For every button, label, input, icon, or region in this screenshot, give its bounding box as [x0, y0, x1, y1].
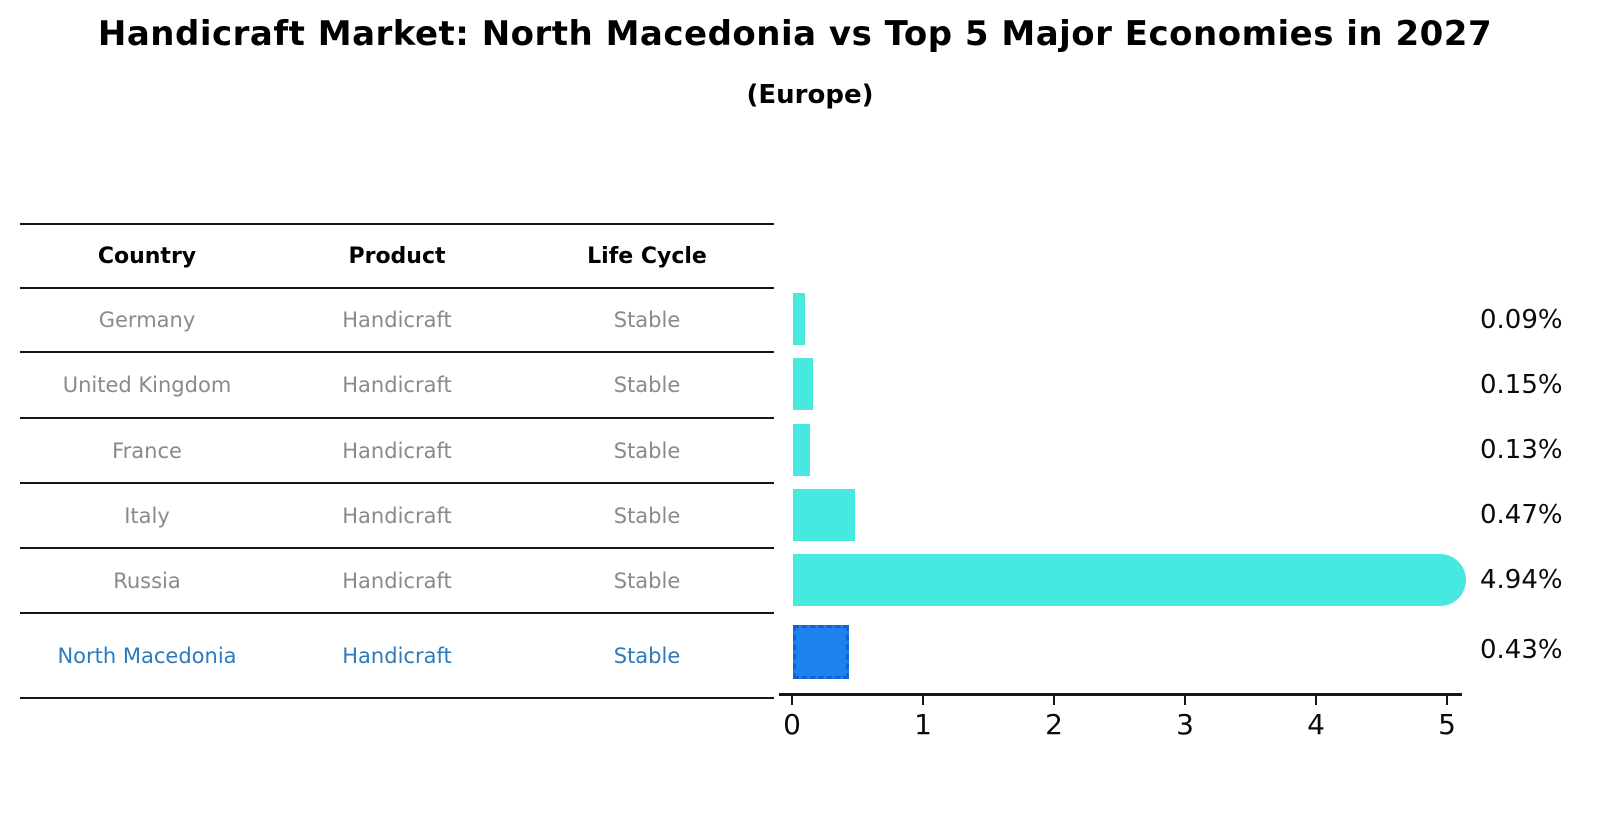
cell-country: Italy	[124, 503, 170, 528]
cell-life-cycle: Stable	[613, 568, 681, 593]
column-header-country: Country	[97, 243, 197, 269]
x-axis-tick	[1315, 696, 1317, 705]
column-header-product: Product	[348, 243, 446, 269]
column-header-life-cycle: Life Cycle	[587, 243, 707, 269]
cell-product: Handicraft	[342, 438, 452, 463]
table-row-germany: Germany Handicraft Stable	[20, 289, 774, 353]
cell-product: Handicraft	[342, 568, 452, 593]
table-row-italy: Italy Handicraft Stable	[20, 484, 774, 549]
x-axis-tick-label: 5	[1438, 708, 1456, 741]
cell-country: North Macedonia	[57, 643, 237, 668]
x-axis-tick-label: 0	[783, 708, 801, 741]
bar-value-label: 0.13%	[1480, 435, 1563, 465]
cell-life-cycle: Stable	[613, 643, 681, 668]
table-row-north-macedonia: North Macedonia Handicraft Stable	[20, 614, 774, 699]
bar-russia	[793, 554, 1466, 606]
x-axis-tick-label: 1	[914, 708, 932, 741]
table-row-france: France Handicraft Stable	[20, 419, 774, 484]
x-axis-tick	[1053, 696, 1055, 705]
bar-value-label: 0.15%	[1480, 370, 1563, 400]
bar-italy	[793, 489, 855, 541]
bar-france	[793, 424, 810, 476]
cell-country: Germany	[98, 308, 196, 332]
chart-title: Handicraft Market: North Macedonia vs To…	[97, 14, 1493, 54]
cell-product: Handicraft	[342, 503, 452, 528]
x-axis-tick	[1184, 696, 1186, 705]
cell-country: United Kingdom	[62, 373, 232, 397]
table-row-united-kingdom: United Kingdom Handicraft Stable	[20, 353, 774, 419]
x-axis-line	[779, 693, 1462, 696]
cell-life-cycle: Stable	[613, 503, 681, 528]
bar-value-label: 0.47%	[1480, 500, 1563, 530]
cell-life-cycle: Stable	[613, 438, 681, 463]
bar-germany	[793, 293, 805, 345]
cell-country: Russia	[113, 568, 181, 593]
bar-north-macedonia	[793, 625, 849, 679]
country-table: Country Product Life Cycle Germany Handi…	[20, 223, 774, 699]
cell-life-cycle: Stable	[613, 373, 681, 397]
cell-product: Handicraft	[342, 373, 452, 397]
bar-united-kingdom	[793, 358, 813, 410]
x-axis-tick	[922, 696, 924, 705]
table-header-row: Country Product Life Cycle	[20, 225, 774, 289]
x-axis-tick	[1446, 696, 1448, 705]
cell-life-cycle: Stable	[613, 308, 681, 332]
cell-country: France	[112, 438, 182, 463]
chart-subtitle: (Europe)	[746, 80, 874, 110]
x-axis-tick-label: 3	[1176, 708, 1194, 741]
x-axis-tick	[791, 696, 793, 705]
bar-value-label: 4.94%	[1480, 565, 1563, 595]
x-axis-tick-label: 4	[1307, 708, 1325, 741]
cell-product: Handicraft	[342, 308, 452, 332]
bar-value-label: 0.43%	[1480, 635, 1563, 665]
table-row-russia: Russia Handicraft Stable	[20, 549, 774, 614]
x-axis-tick-label: 2	[1045, 708, 1063, 741]
bar-plot	[792, 223, 1492, 697]
bar-value-label: 0.09%	[1480, 305, 1563, 335]
cell-product: Handicraft	[342, 643, 452, 668]
